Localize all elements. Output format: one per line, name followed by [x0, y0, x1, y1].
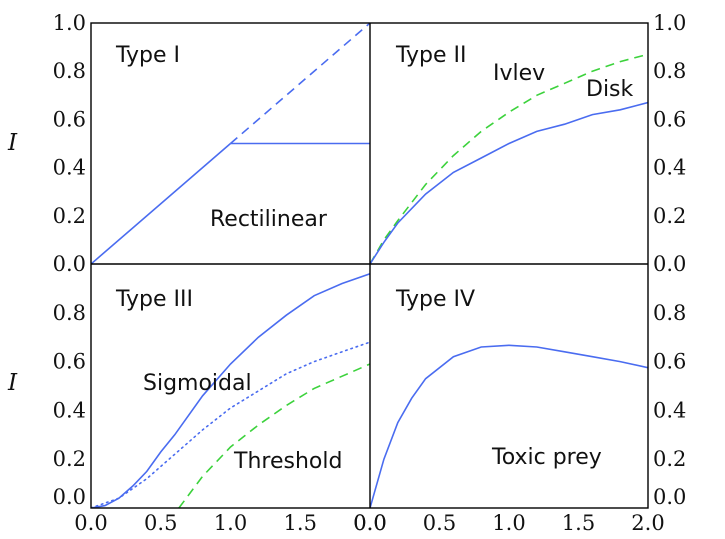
ytick-right-upper-4: 0.8 — [653, 59, 686, 83]
ytick-right-upper-3: 0.6 — [653, 107, 686, 131]
ytick-left-lower-1: 0.2 — [53, 447, 86, 471]
panel-1-series-2-line — [229, 23, 370, 145]
ytick-right-upper-2: 0.4 — [653, 156, 686, 180]
curves-layer — [91, 23, 648, 508]
ytick-left-upper-4: 0.8 — [53, 59, 86, 83]
xtick-panel-3-1: 0.5 — [144, 511, 177, 535]
y-axis-label-upper: I — [7, 130, 18, 156]
xtick-panel-4-0: 0.0 — [353, 511, 386, 535]
panel-2-curves — [370, 53, 648, 264]
tick-labels: 0.0 0.00.2 0.20.4 0.40.6 0.60.8 0.81.0 1.00.0 0… — [53, 11, 687, 535]
panel-2-series-1-line — [370, 53, 648, 264]
ytick-left-upper-0: 0.0 — [53, 252, 86, 276]
panel-2-label-3: Disk — [586, 77, 634, 102]
panel-3-label-2: Sigmoidal — [143, 371, 252, 396]
y-axis-label-lower: I — [7, 370, 18, 396]
panel-4-curves — [370, 344, 648, 508]
panel-2-label-2: Ivlev — [493, 61, 545, 86]
xtick-panel-4-2: 1.0 — [492, 511, 525, 535]
xtick-panel-3-3: 1.5 — [284, 511, 317, 535]
xtick-panel-4-1: 0.5 — [423, 511, 456, 535]
xtick-panel-4-4: 2.0 — [631, 511, 664, 535]
ytick-right-lower-0: 0.0 — [653, 485, 686, 509]
ytick-left-upper-2: 0.4 — [53, 156, 86, 180]
panel-3-label-1: Type III — [115, 287, 193, 312]
panel-2-series-2-line — [370, 101, 648, 264]
ytick-right-lower-3: 0.6 — [653, 350, 686, 374]
xtick-panel-3-0: 0.0 — [74, 511, 107, 535]
panel-labels: Type I Rectilinear Type II Ivlev Disk Type II… — [7, 43, 634, 474]
panel-3-curves — [91, 273, 370, 508]
panel-4-label-1: Type IV — [395, 287, 475, 312]
xtick-panel-3-2: 1.0 — [214, 511, 247, 535]
ytick-right-upper-5: 1.0 — [653, 11, 686, 35]
xtick-panel-3-4: 0.0 — [353, 511, 386, 535]
panel-1-label-1: Type I — [115, 43, 180, 68]
ytick-left-lower-3: 0.6 — [53, 350, 86, 374]
ytick-left-upper-1: 0.2 — [53, 204, 86, 228]
ytick-left-upper-5: 1.0 — [53, 11, 86, 35]
panel-4-label-2: Toxic prey — [491, 445, 602, 470]
ytick-right-lower-2: 0.4 — [653, 398, 686, 422]
panel-frames — [90, 22, 649, 509]
panel-1-series-1-line — [91, 142, 232, 264]
ytick-right-lower-4: 0.8 — [653, 301, 686, 325]
panel-1-label-2: Rectilinear — [210, 207, 328, 232]
ytick-right-upper-1: 0.2 — [653, 204, 686, 228]
panel-3-series-2-line — [91, 341, 370, 508]
xtick-panel-4-3: 1.5 — [562, 511, 595, 535]
panel-2-label-1: Type II — [395, 43, 467, 68]
panel-4-series-1-line — [370, 344, 648, 508]
ytick-right-lower-1: 0.2 — [653, 447, 686, 471]
panel-1-curves — [91, 23, 370, 264]
panel-3-series-3-line — [178, 363, 370, 508]
ytick-left-lower-0: 0.0 — [53, 485, 86, 509]
ytick-left-upper-3: 0.6 — [53, 107, 86, 131]
panel-3-label-3: Threshold — [233, 449, 342, 474]
ytick-right-upper-0: 0.0 — [653, 252, 686, 276]
ytick-left-lower-4: 0.8 — [53, 301, 86, 325]
ytick-left-lower-2: 0.4 — [53, 398, 86, 422]
